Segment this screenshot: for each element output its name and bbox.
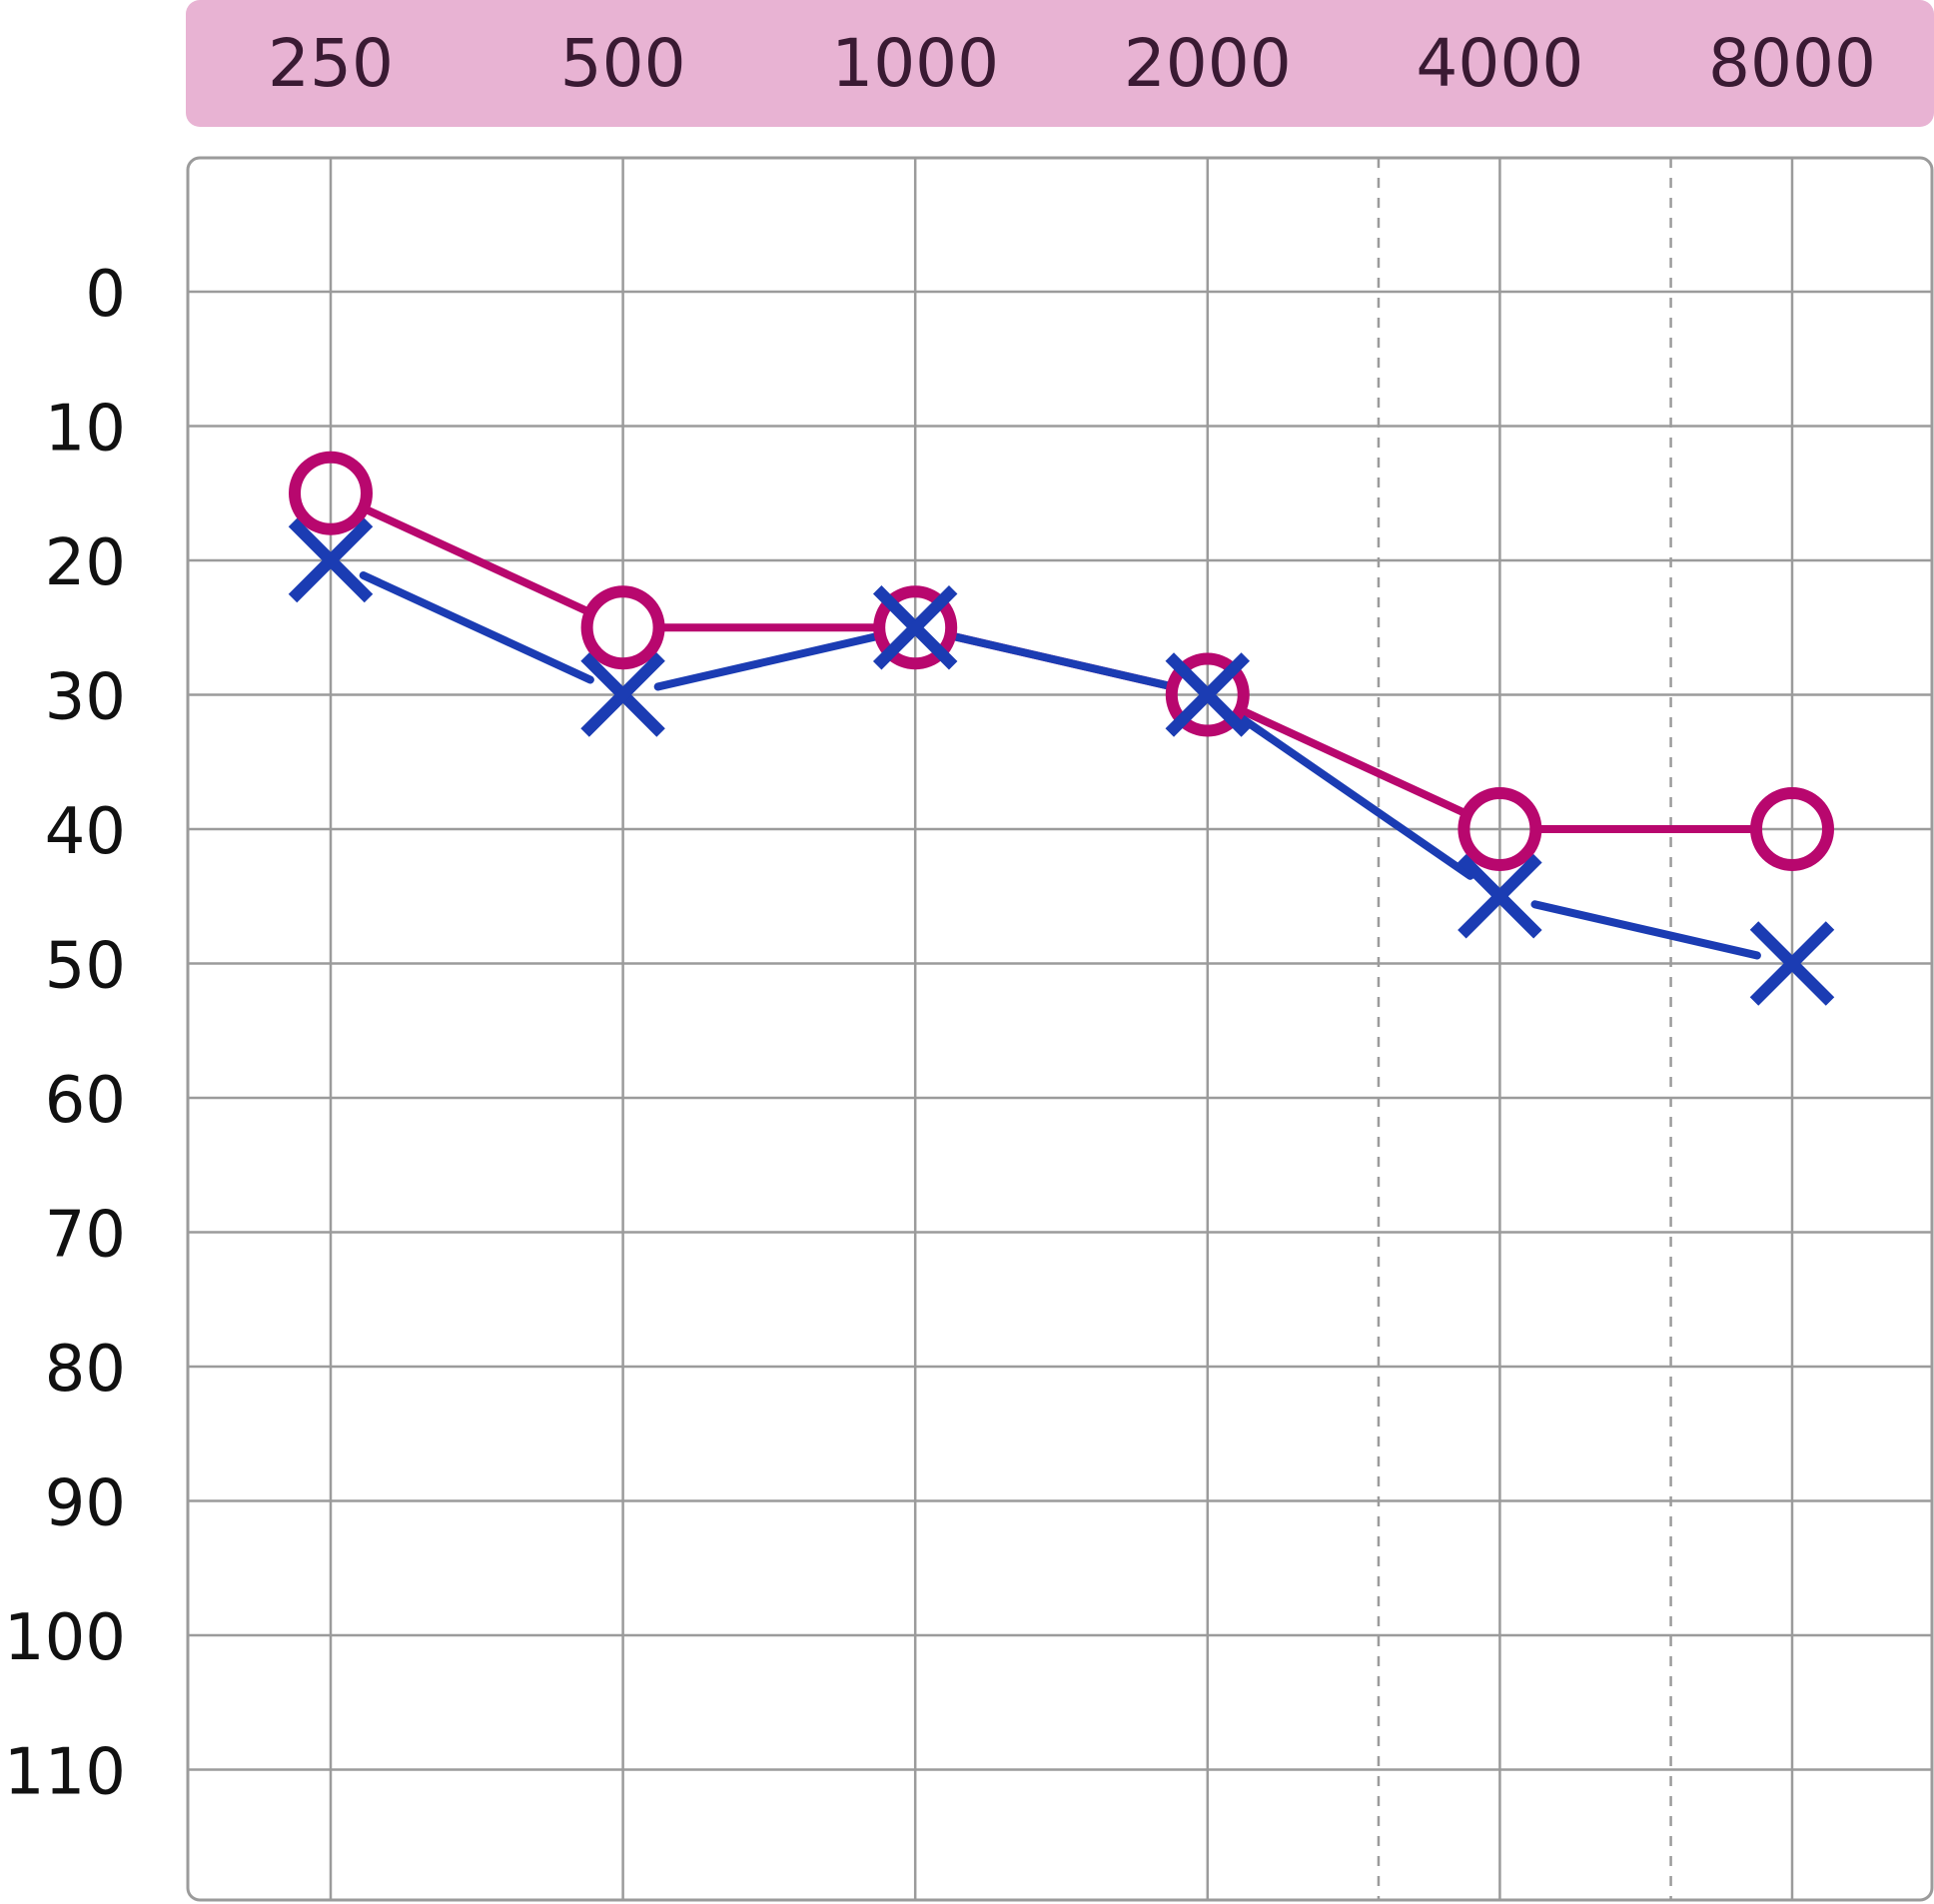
cross-marker-stroke: [872, 585, 958, 670]
x-tick-label: 500: [560, 25, 686, 102]
y-tick-label: 30: [45, 661, 126, 735]
circle-marker: [289, 451, 373, 535]
x-tick-label: 250: [268, 25, 394, 102]
cross-marker: [872, 585, 958, 670]
x-tick-label: 4000: [1416, 25, 1583, 102]
frequency-header-band: [186, 0, 1934, 127]
cross-marker-stroke: [1457, 854, 1542, 939]
series-markers: [288, 451, 1835, 1006]
cross-marker: [1165, 652, 1251, 737]
grid: [188, 158, 1932, 1900]
y-tick-label: 10: [45, 393, 126, 467]
circle-marker: [1750, 787, 1834, 871]
cross-series-segment: [1233, 710, 1474, 880]
circle-marker: [1165, 652, 1250, 737]
x-tick-label: 2000: [1124, 25, 1292, 102]
cross-series-segment: [946, 631, 1177, 691]
y-tick-labels: 0 10 20 30 40 50 60 70 80 90 100 110: [4, 258, 126, 1810]
cross-marker: [580, 652, 665, 737]
cross-marker-stroke: [288, 517, 374, 603]
y-tick-label: 20: [45, 526, 126, 600]
y-tick-label: 70: [45, 1199, 126, 1273]
circle-series-segment: [359, 503, 594, 617]
x-tick-label: 1000: [831, 25, 999, 102]
y-tick-label: 110: [4, 1736, 126, 1810]
y-tick-label: 90: [45, 1467, 126, 1541]
y-tick-label: 0: [85, 258, 126, 332]
plot-frame: [186, 156, 1934, 1902]
circle-series-segment: [1236, 705, 1471, 818]
y-tick-label: 40: [45, 795, 126, 869]
cross-marker-stroke: [1165, 652, 1251, 737]
x-tick-labels: 250 500 1000 2000 4000 8000: [268, 25, 1876, 102]
y-tick-label: 50: [45, 930, 126, 1004]
y-tick-label: 80: [45, 1333, 126, 1407]
cross-marker: [1457, 854, 1542, 939]
y-tick-label: 100: [4, 1601, 126, 1675]
cross-marker-stroke: [1749, 921, 1835, 1006]
circle-marker: [580, 585, 665, 670]
cross-series-segment: [1530, 900, 1761, 960]
circle-marker: [1457, 787, 1542, 871]
cross-marker-stroke: [580, 652, 665, 737]
cross-marker: [1749, 921, 1835, 1006]
cross-series-segment: [359, 571, 594, 684]
x-tick-label: 8000: [1708, 25, 1876, 102]
series-lines: [359, 503, 1761, 960]
cross-marker: [288, 517, 374, 603]
cross-series-segment: [653, 631, 885, 691]
y-tick-label: 60: [45, 1064, 126, 1138]
circle-marker: [873, 585, 958, 670]
